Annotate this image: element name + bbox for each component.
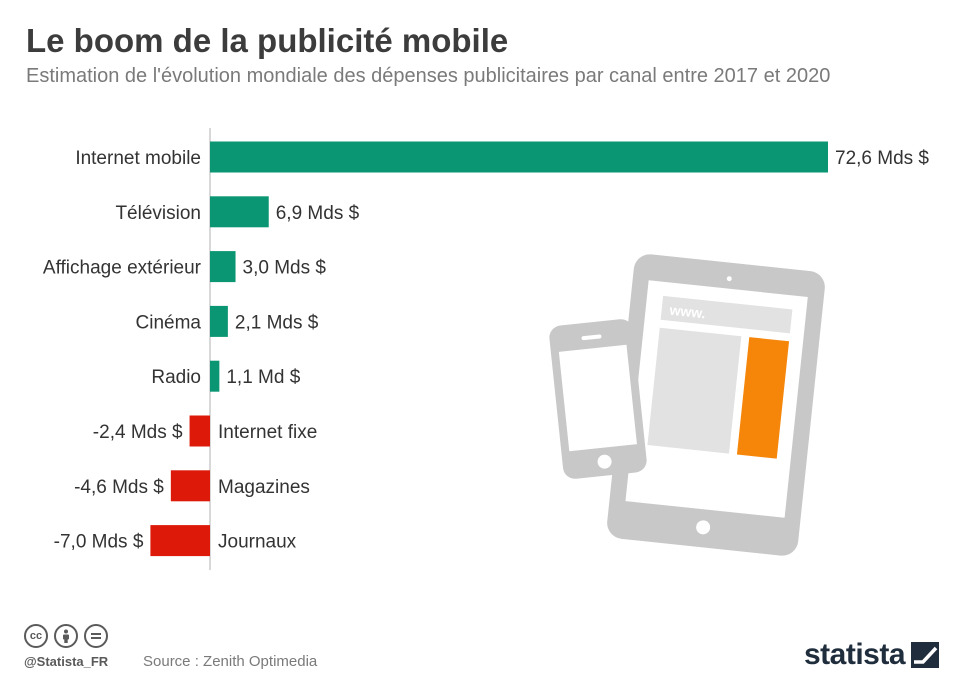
- category-label: Internet mobile: [75, 148, 201, 169]
- url-text: www.: [668, 302, 707, 322]
- value-label: -7,0 Mds $: [54, 532, 144, 553]
- value-label: 72,6 Mds $: [835, 148, 929, 169]
- statista-mark-icon: [911, 642, 940, 668]
- bar-chart: Internet mobile 72,6 Mds $ Télévision 6,9 M…: [43, 128, 929, 570]
- twitter-handle: @Statista_FR: [24, 654, 109, 669]
- category-label: Journaux: [218, 532, 297, 553]
- chart-title: Le boom de la publicité mobile: [26, 22, 509, 59]
- value-label: 1,1 Md $: [226, 367, 300, 388]
- cc-icon: cc: [24, 624, 48, 648]
- no-derivatives-icon: [84, 624, 108, 648]
- license-icons: cc: [24, 624, 108, 648]
- category-label: Radio: [151, 367, 201, 388]
- value-label: 3,0 Mds $: [243, 258, 327, 279]
- chart-subtitle: Estimation de l'évolution mondiale des d…: [26, 65, 831, 87]
- value-label: 6,9 Mds $: [276, 203, 360, 224]
- statista-logo[interactable]: statista: [804, 638, 940, 672]
- value-label: 2,1 Mds $: [235, 312, 319, 333]
- category-label: Magazines: [218, 477, 310, 498]
- smartphone-icon: [549, 319, 647, 479]
- category-label: Télévision: [115, 203, 201, 224]
- bar: [210, 251, 236, 283]
- bar: [189, 415, 210, 447]
- devices-illustration: www.: [549, 254, 825, 556]
- category-label: Cinéma: [136, 312, 202, 333]
- bar: [170, 470, 210, 502]
- value-label: -2,4 Mds $: [93, 422, 183, 443]
- bar: [210, 305, 228, 337]
- source-note: Source : Zenith Optimedia: [143, 653, 318, 670]
- bar: [210, 196, 269, 228]
- bar: [150, 525, 210, 557]
- bar: [210, 141, 828, 173]
- value-label: -4,6 Mds $: [74, 477, 164, 498]
- bar: [210, 360, 220, 392]
- attribution-icon: [54, 624, 78, 648]
- brand-name: statista: [804, 638, 906, 671]
- category-label: Affichage extérieur: [43, 258, 202, 279]
- category-label: Internet fixe: [218, 422, 317, 443]
- tablet-icon: www.: [607, 254, 825, 556]
